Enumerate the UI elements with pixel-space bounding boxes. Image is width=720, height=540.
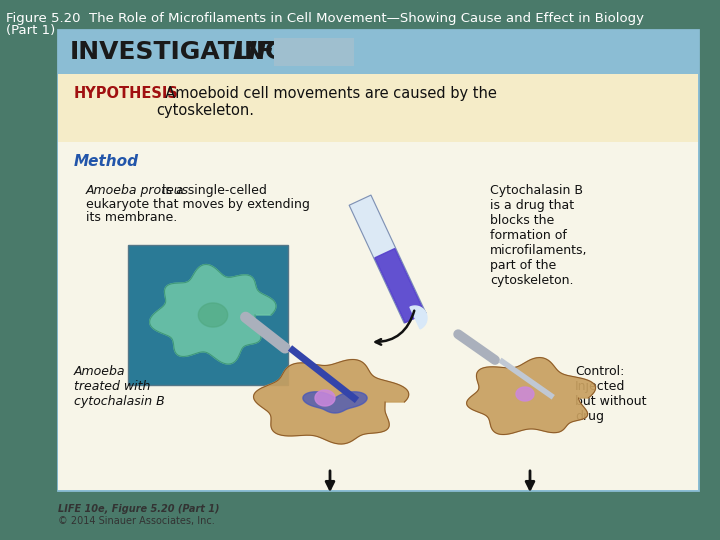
FancyBboxPatch shape <box>128 245 288 385</box>
Text: Control:
Injected
but without
drug: Control: Injected but without drug <box>575 365 647 423</box>
Text: Amoeba proteus: Amoeba proteus <box>86 184 189 197</box>
FancyBboxPatch shape <box>58 74 698 142</box>
Text: Amoeboid cell movements are caused by the
cytoskeleton.: Amoeboid cell movements are caused by th… <box>156 86 497 118</box>
Polygon shape <box>349 195 426 323</box>
Text: Cytochalasin B
is a drug that
blocks the
formation of
microfilaments,
part of th: Cytochalasin B is a drug that blocks the… <box>490 184 588 287</box>
Text: LIFE: LIFE <box>232 40 292 64</box>
Text: Method: Method <box>74 154 139 169</box>
FancyBboxPatch shape <box>58 142 698 490</box>
Text: HYPOTHESIS: HYPOTHESIS <box>74 86 179 101</box>
FancyBboxPatch shape <box>58 30 698 74</box>
Polygon shape <box>198 303 228 327</box>
Text: Figure 5.20  The Role of Microfilaments in Cell Movement—Showing Cause and Effec: Figure 5.20 The Role of Microfilaments i… <box>6 12 644 25</box>
Text: (Part 1): (Part 1) <box>6 24 55 37</box>
Text: is a single-celled: is a single-celled <box>158 184 267 197</box>
Text: Amoeba
treated with
cytochalasin B: Amoeba treated with cytochalasin B <box>74 365 165 408</box>
Polygon shape <box>315 390 335 406</box>
Text: © 2014 Sinauer Associates, Inc.: © 2014 Sinauer Associates, Inc. <box>58 516 215 526</box>
Polygon shape <box>516 387 534 401</box>
Text: eukaryote that moves by extending: eukaryote that moves by extending <box>86 198 310 211</box>
Text: its membrane.: its membrane. <box>86 211 177 224</box>
Polygon shape <box>303 392 367 413</box>
Polygon shape <box>253 360 409 444</box>
Text: INVESTIGATING: INVESTIGATING <box>70 40 287 64</box>
FancyBboxPatch shape <box>58 30 698 490</box>
Polygon shape <box>150 265 276 364</box>
Polygon shape <box>375 248 425 322</box>
Text: LIFE 10e, Figure 5.20 (Part 1): LIFE 10e, Figure 5.20 (Part 1) <box>58 504 220 514</box>
Polygon shape <box>467 357 595 435</box>
FancyBboxPatch shape <box>274 38 354 66</box>
Polygon shape <box>410 306 427 329</box>
